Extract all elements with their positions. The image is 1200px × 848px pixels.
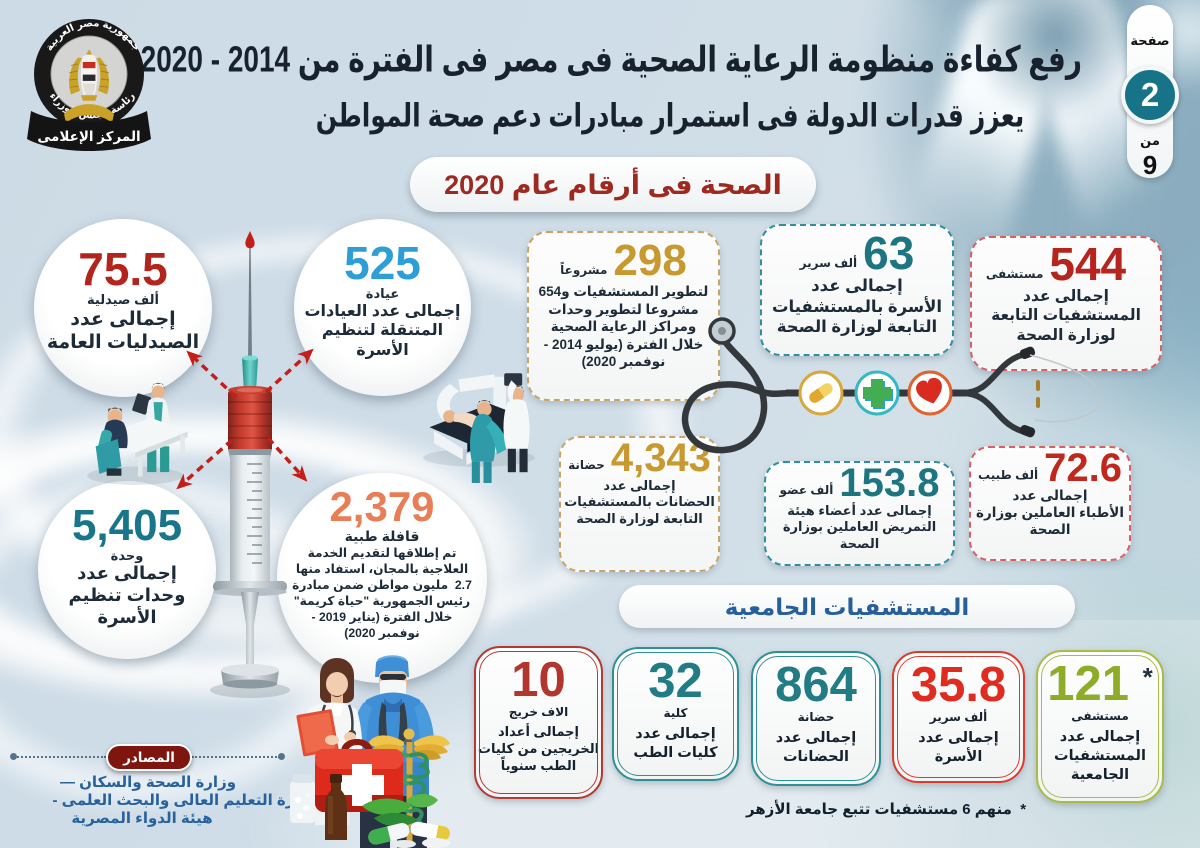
svg-text:المركز الإعلامى: المركز الإعلامى (37, 129, 140, 144)
